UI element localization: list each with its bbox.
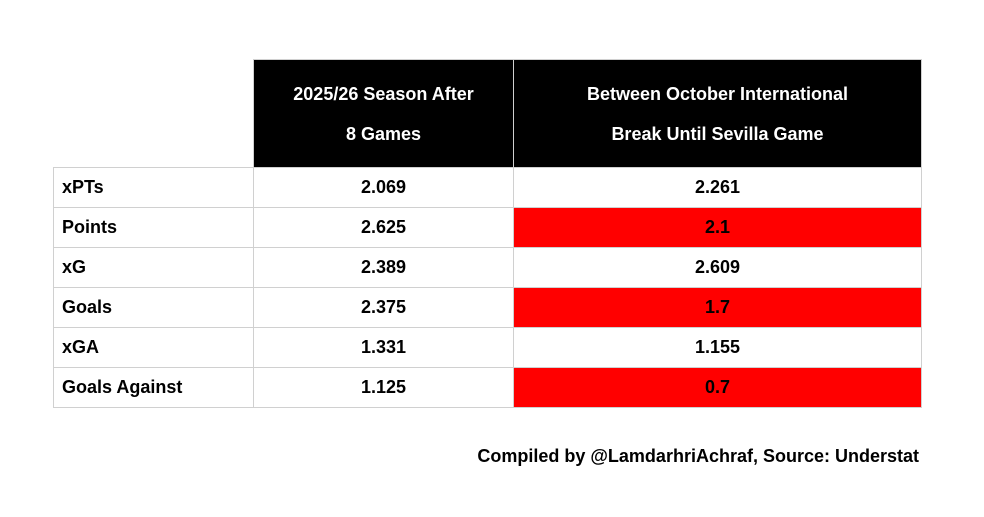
header-empty-cell (54, 60, 254, 168)
season-value: 1.125 (253, 367, 514, 408)
header-season-column: 2025/26 Season After 8 Games (253, 59, 514, 168)
row-label: Points (53, 207, 254, 248)
recent-value: 2.1 (513, 207, 922, 248)
header-season-line1: 2025/26 Season After (293, 83, 474, 104)
row-label: xPTs (53, 167, 254, 208)
stats-table: 2025/26 Season After 8 Games Between Oct… (53, 59, 922, 408)
table-row-points: Points 2.625 2.1 (53, 207, 922, 248)
recent-value: 1.155 (513, 327, 922, 368)
row-label: xGA (53, 327, 254, 368)
table-row-xga: xGA 1.331 1.155 (53, 327, 922, 368)
header-row: 2025/26 Season After 8 Games Between Oct… (54, 59, 922, 168)
row-label: xG (53, 247, 254, 288)
recent-value: 2.609 (513, 247, 922, 288)
recent-value: 0.7 (513, 367, 922, 408)
recent-value: 2.261 (513, 167, 922, 208)
table-row-xpts: xPTs 2.069 2.261 (53, 167, 922, 208)
header-recent-line1: Between October International (586, 83, 849, 104)
season-value: 2.389 (253, 247, 514, 288)
header-recent-line2: Break Until Sevilla Game (611, 123, 824, 144)
table-row-goals: Goals 2.375 1.7 (53, 287, 922, 328)
table-row-goals-against: Goals Against 1.125 0.7 (53, 367, 922, 408)
table-row-xg: xG 2.389 2.609 (53, 247, 922, 288)
row-label: Goals (53, 287, 254, 328)
season-value: 1.331 (253, 327, 514, 368)
header-season-line2: 8 Games (345, 123, 422, 144)
credit-line: Compiled by @LamdarhriAchraf, Source: Un… (477, 446, 919, 466)
season-value: 2.375 (253, 287, 514, 328)
header-recent-column: Between October International Break Unti… (513, 59, 922, 168)
season-value: 2.069 (253, 167, 514, 208)
recent-value: 1.7 (513, 287, 922, 328)
row-label: Goals Against (53, 367, 254, 408)
season-value: 2.625 (253, 207, 514, 248)
